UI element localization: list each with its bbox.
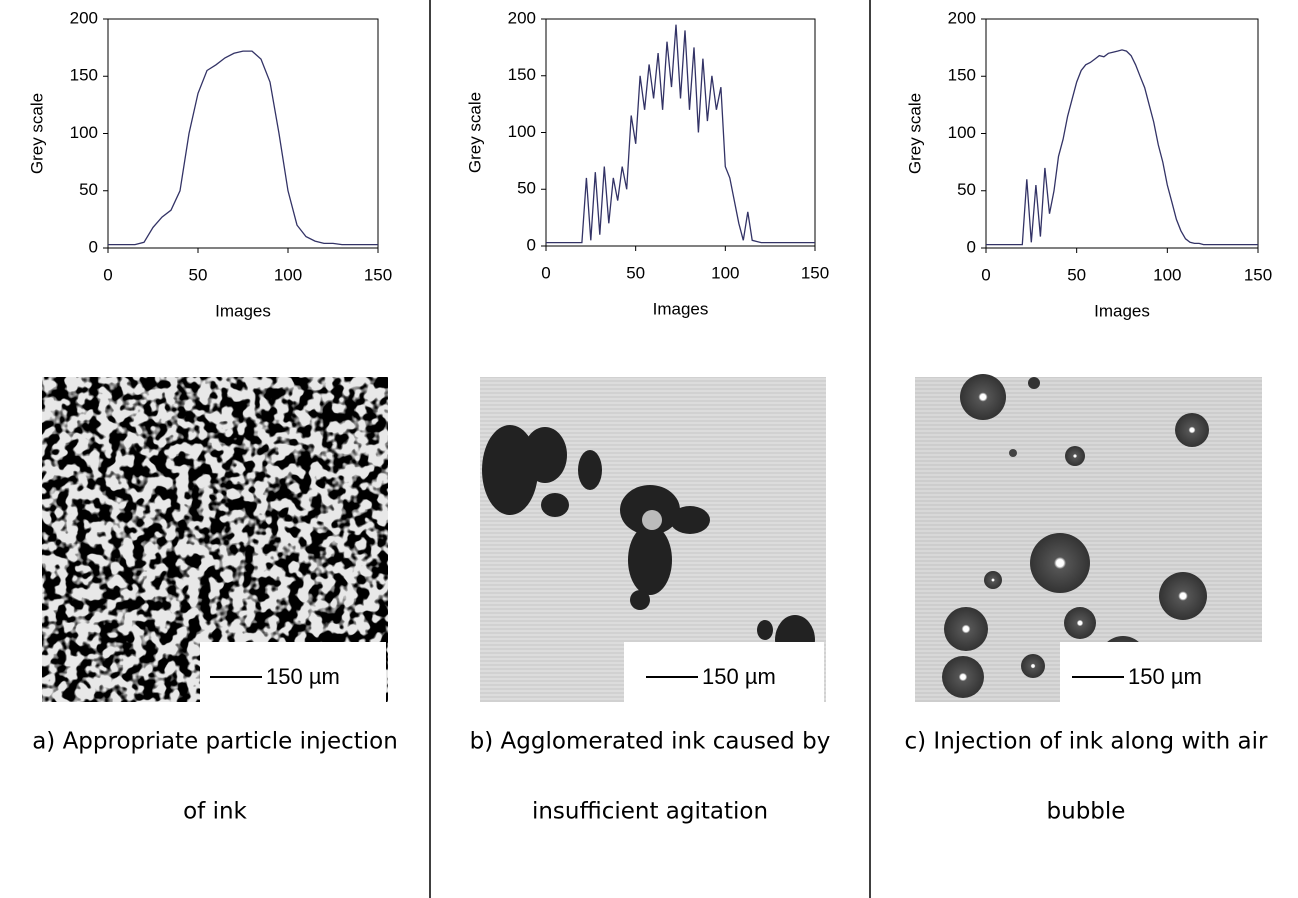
line	[108, 50, 378, 246]
x-axis-label: Images	[653, 299, 709, 318]
x-tick-label: 100	[711, 263, 739, 282]
plot-frame	[985, 18, 1259, 249]
scale-bar: 150 µm	[1060, 642, 1262, 702]
y-tick-label: 100	[70, 123, 98, 142]
y-tick-label: 200	[948, 8, 976, 27]
micrograph	[42, 377, 388, 702]
caption: c) Injection of ink along with air	[904, 729, 1268, 755]
scale-label: 150 µm	[1128, 664, 1202, 689]
y-axis-label: Grey scale	[905, 93, 924, 174]
scale-bar: 150 µm	[200, 642, 386, 702]
x-tick-label: 150	[1244, 265, 1272, 284]
y-tick-label: 200	[508, 8, 536, 27]
x-tick-label: 0	[541, 263, 550, 282]
x-tick-label: 150	[364, 265, 392, 284]
x-axis-label: Images	[215, 301, 271, 320]
plot-frame	[545, 18, 816, 247]
y-tick-label: 200	[70, 8, 98, 27]
x-tick-label: 100	[1153, 265, 1181, 284]
plot-frame	[107, 18, 379, 249]
y-axis-label: Grey scale	[465, 92, 484, 173]
y-tick-label: 150	[70, 66, 98, 85]
caption: b) Agglomerated ink caused by	[470, 729, 831, 755]
x-axis-label: Images	[1094, 301, 1150, 320]
y-tick-label: 50	[957, 180, 976, 199]
y-tick-label: 100	[508, 122, 536, 141]
y-tick-label: 150	[948, 66, 976, 85]
caption: insufficient agitation	[532, 799, 768, 825]
x-tick-label: 50	[189, 265, 208, 284]
x-tick-label: 0	[981, 265, 990, 284]
scale-label: 150 µm	[266, 664, 340, 689]
x-tick-label: 50	[626, 263, 645, 282]
caption: a) Appropriate particle injection	[32, 729, 398, 755]
x-tick-label: 150	[801, 263, 829, 282]
y-axis-label: Grey scale	[27, 93, 46, 174]
x-tick-label: 0	[103, 265, 112, 284]
line	[986, 49, 1258, 246]
scale-label: 150 µm	[702, 664, 776, 689]
y-tick-label: 100	[948, 123, 976, 142]
y-tick-label: 0	[967, 237, 976, 256]
line	[546, 24, 815, 244]
y-tick-label: 50	[517, 179, 536, 198]
y-tick-label: 0	[89, 237, 98, 256]
y-tick-label: 150	[508, 65, 536, 84]
x-tick-label: 100	[274, 265, 302, 284]
y-tick-label: 0	[527, 235, 536, 254]
x-tick-label: 50	[1067, 265, 1086, 284]
caption: of ink	[183, 799, 247, 825]
caption: bubble	[1047, 799, 1126, 825]
scale-bar: 150 µm	[624, 642, 824, 702]
y-tick-label: 50	[79, 180, 98, 199]
